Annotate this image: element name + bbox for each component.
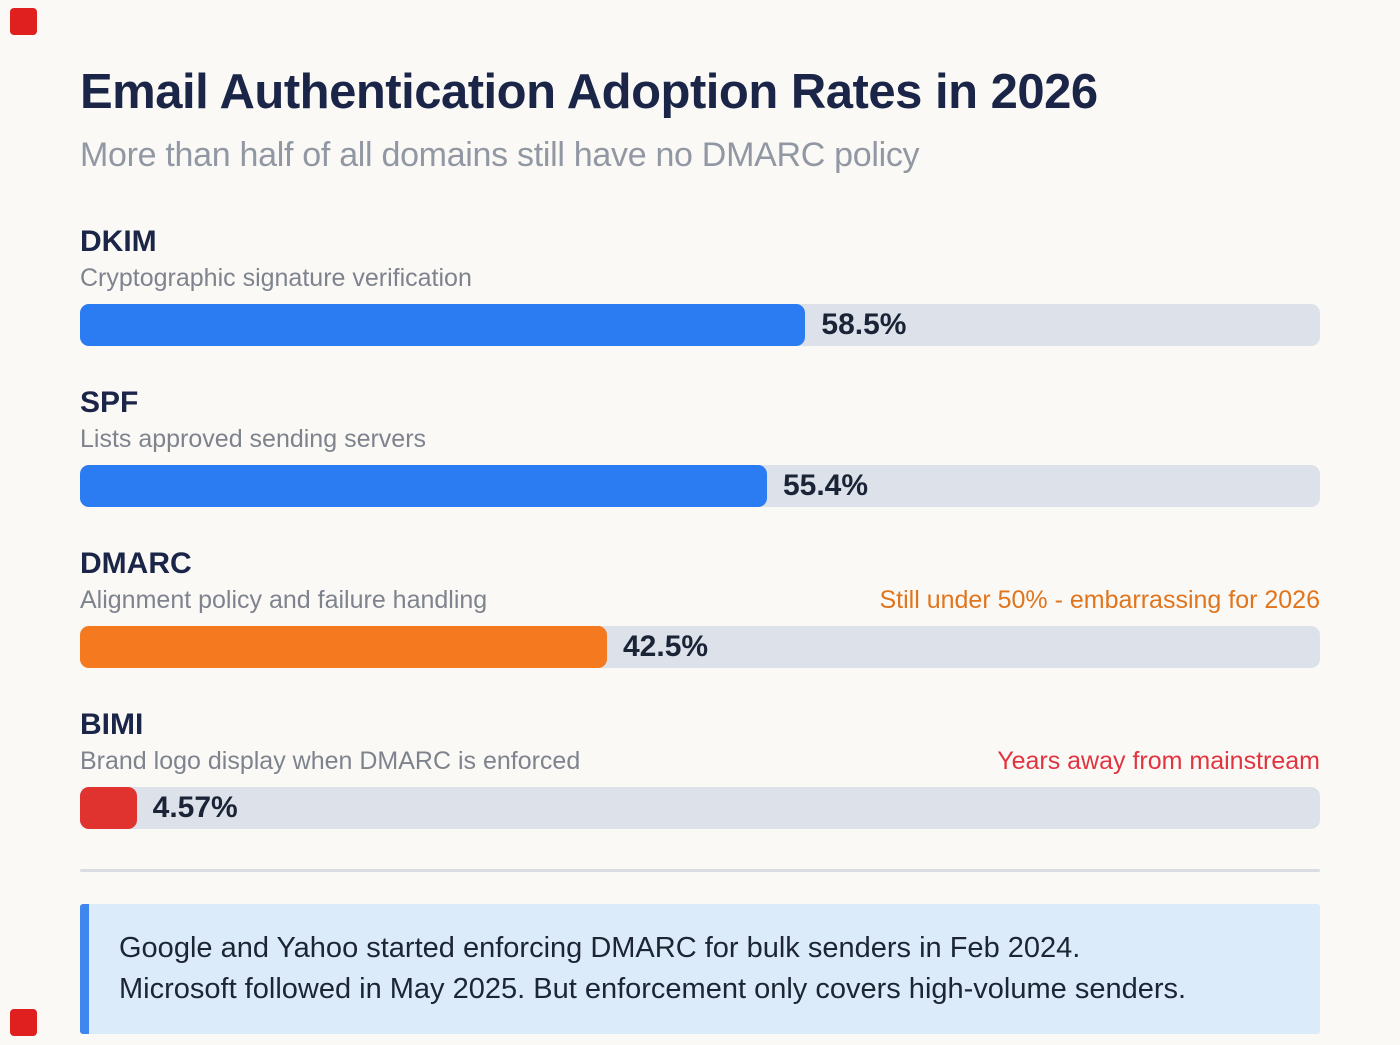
bar-description-dmarc: Alignment policy and failure handling [80, 585, 488, 614]
bar-track-bimi: 4.57% [80, 786, 1320, 829]
bar-label-dmarc: DMARC [80, 546, 192, 580]
bar-label-bimi: BIMI [80, 707, 144, 741]
bar-row-bimi: BIMI Brand logo display when DMARC is en… [80, 708, 1320, 829]
bar-track-dmarc: 42.5% [80, 625, 1320, 668]
divider [80, 868, 1320, 872]
bar-value-bimi: 4.57% [152, 790, 238, 824]
note-box: Google and Yahoo started enforcing DMARC… [80, 903, 1320, 1035]
bar-label-dkim: DKIM [80, 224, 157, 258]
bar-track-spf: 55.4% [80, 464, 1320, 507]
bar-value-spf: 55.4% [782, 468, 869, 502]
bar-fill-dkim [80, 303, 806, 346]
note-line-2: Microsoft followed in May 2025. But enfo… [119, 973, 1187, 1006]
bar-annotation-dmarc: Still under 50% - embarrassing for 2026 [879, 585, 1320, 614]
bar-fill-dmarc [80, 625, 607, 668]
bar-value-dkim: 58.5% [821, 307, 907, 341]
page-subtitle: More than half of all domains still have… [80, 135, 920, 174]
corner-marker-top [10, 8, 37, 35]
bar-fill-bimi [80, 786, 137, 829]
bar-value-dmarc: 42.5% [623, 629, 709, 663]
corner-marker-bottom [10, 1009, 37, 1036]
bar-chart: DKIM Cryptographic signature verificatio… [80, 225, 1320, 829]
bar-row-spf: SPF Lists approved sending servers 55.4% [80, 386, 1320, 507]
bar-description-dkim: Cryptographic signature verification [80, 263, 472, 292]
bar-label-spf: SPF [80, 385, 139, 419]
note-line-1: Google and Yahoo started enforcing DMARC… [119, 931, 1081, 964]
bar-track-dkim: 58.5% [80, 303, 1320, 346]
bar-description-spf: Lists approved sending servers [80, 424, 427, 453]
bar-fill-spf [80, 464, 767, 507]
bar-description-bimi: Brand logo display when DMARC is enforce… [80, 746, 581, 775]
bar-annotation-bimi: Years away from mainstream [997, 746, 1320, 775]
bar-row-dkim: DKIM Cryptographic signature verificatio… [80, 225, 1320, 346]
bar-row-dmarc: DMARC Alignment policy and failure handl… [80, 547, 1320, 668]
page-title: Email Authentication Adoption Rates in 2… [80, 65, 1098, 119]
